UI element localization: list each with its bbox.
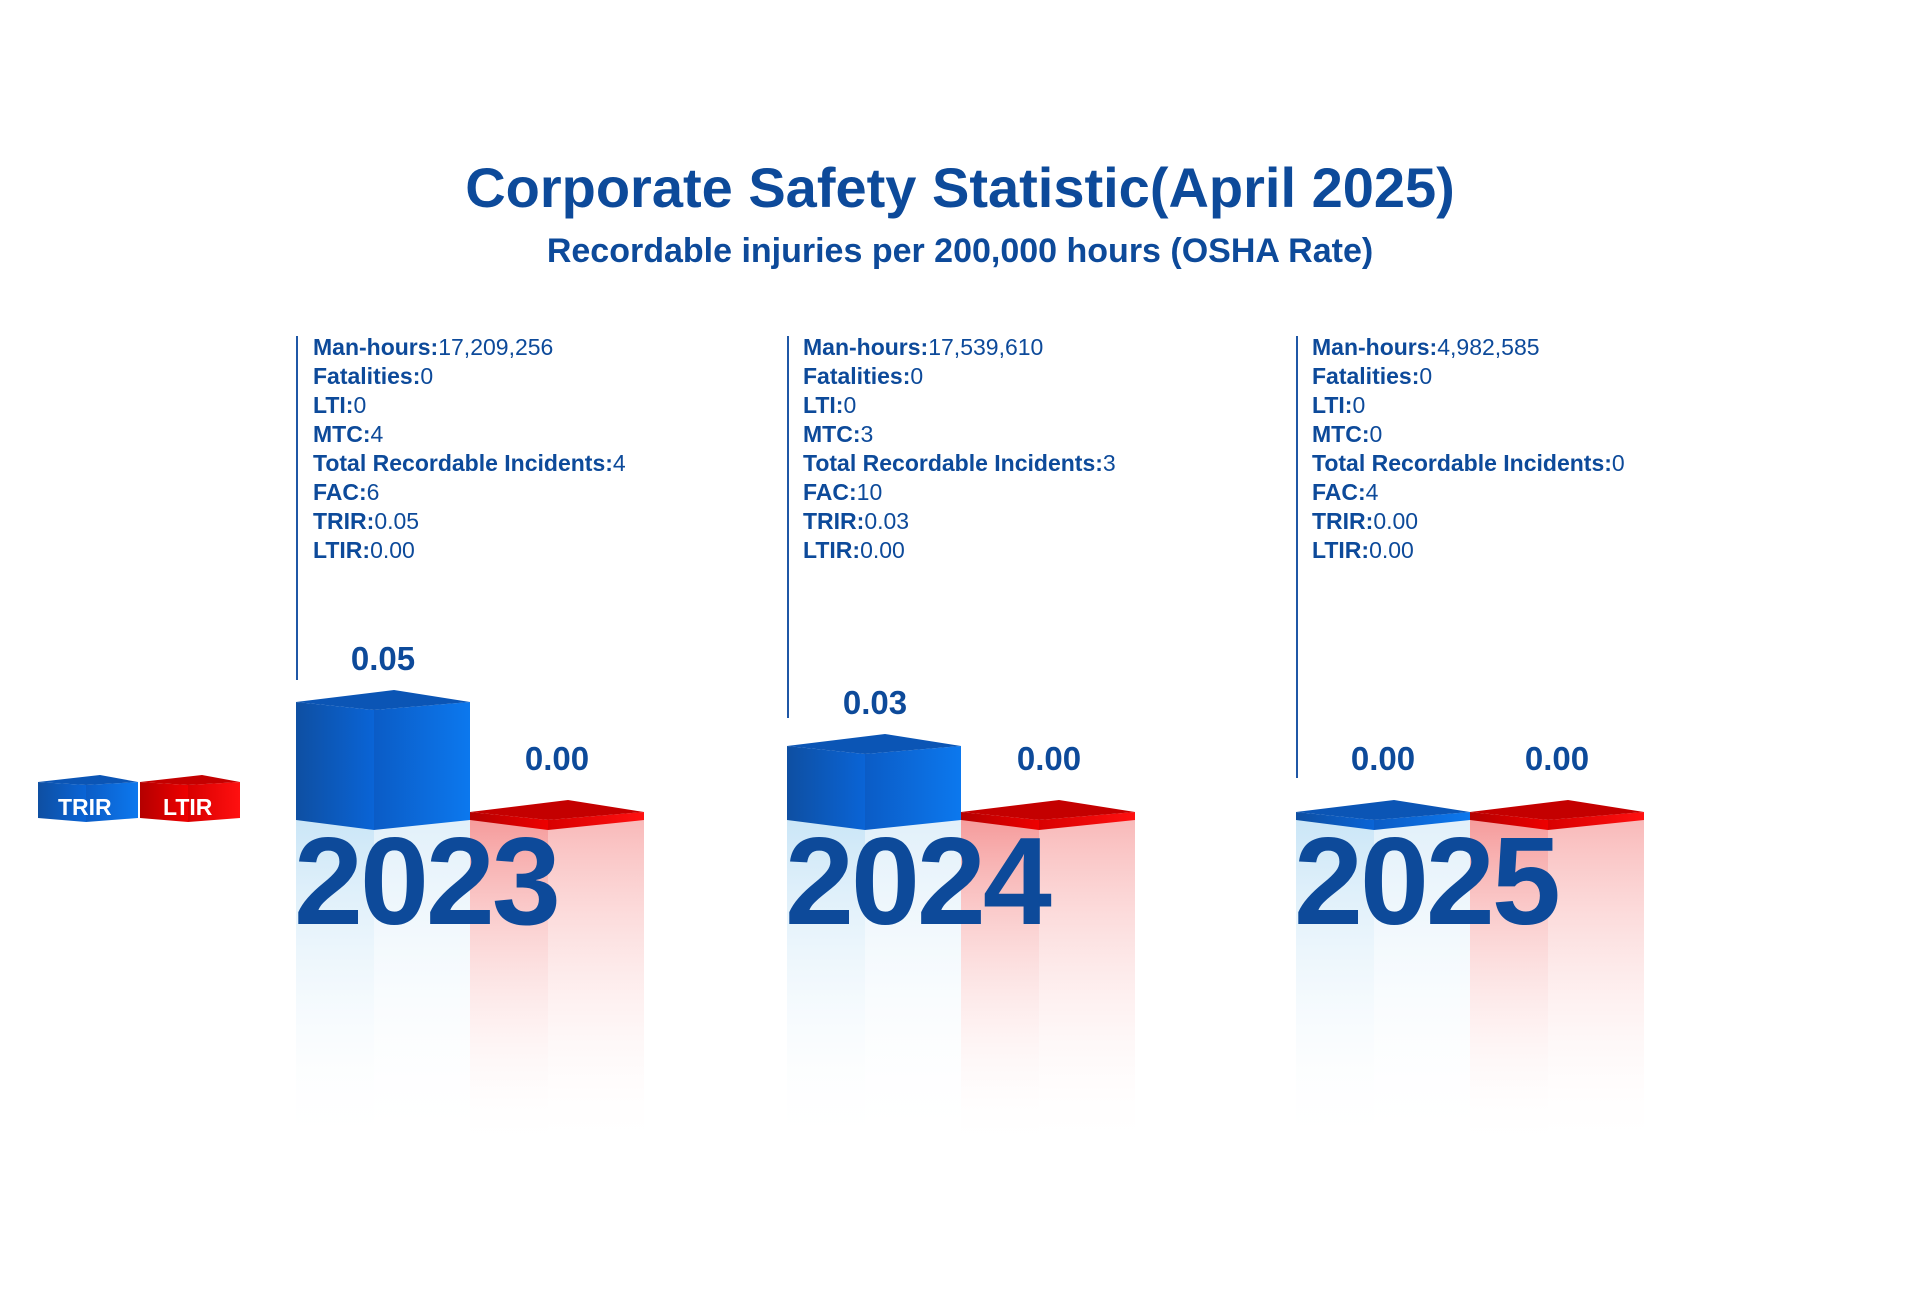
stats-panel: Man-hours:17,209,256 Fatalities:0 LTI:0 … <box>313 333 626 565</box>
stat-fac: FAC:4 <box>1312 479 1379 505</box>
stat-manhours: Man-hours:17,539,610 <box>803 334 1044 360</box>
stat-total-recordable: Total Recordable Incidents:3 <box>803 450 1116 476</box>
leader-line <box>787 336 789 718</box>
stats-panel: Man-hours:4,982,585 Fatalities:0 LTI:0 M… <box>1312 333 1625 565</box>
stat-lti: LTI:0 <box>313 392 367 418</box>
chart-subtitle: Recordable injuries per 200,000 hours (O… <box>546 232 1374 270</box>
stat-fatalities: Fatalities:0 <box>803 363 924 389</box>
stat-total-recordable: Total Recordable Incidents:4 <box>313 450 626 476</box>
stat-manhours: Man-hours:4,982,585 <box>1312 334 1540 360</box>
leader-line <box>296 336 298 680</box>
ltir-bar-2023 <box>470 800 644 1150</box>
stat-manhours: Man-hours:17,209,256 <box>313 334 554 360</box>
trir-bar-2025 <box>1296 800 1470 1150</box>
stat-fatalities: Fatalities:0 <box>1312 363 1433 389</box>
year-label: 2024 <box>785 813 1052 951</box>
stat-mtc: MTC:0 <box>1312 421 1383 447</box>
stat-trir: TRIR:0.03 <box>803 508 910 534</box>
stat-fatalities: Fatalities:0 <box>313 363 434 389</box>
trir-value-label: 0.03 <box>842 684 908 721</box>
legend-ltir-swatch <box>140 775 240 822</box>
trir-value-label: 0.00 <box>1350 740 1416 777</box>
stat-total-recordable: Total Recordable Incidents:0 <box>1312 450 1625 476</box>
legend-trir-label: TRIR <box>58 794 112 820</box>
legend-ltir-label: LTIR <box>163 794 213 820</box>
ltir-bar-2025 <box>1470 800 1644 1150</box>
legend-trir-swatch <box>38 775 138 822</box>
leader-line <box>1296 336 1298 778</box>
stat-ltir: LTIR:0.00 <box>1312 537 1414 563</box>
ltir-value-label: 0.00 <box>524 740 590 777</box>
year-label: 2023 <box>294 813 561 951</box>
stat-lti: LTI:0 <box>1312 392 1366 418</box>
stat-ltir: LTIR:0.00 <box>803 537 905 563</box>
stat-mtc: MTC:3 <box>803 421 874 447</box>
ltir-bar-2024 <box>961 800 1135 1150</box>
trir-bar-2023 <box>296 690 470 1150</box>
stats-panel: Man-hours:17,539,610 Fatalities:0 LTI:0 … <box>803 333 1116 565</box>
stat-lti: LTI:0 <box>803 392 857 418</box>
trir-bar-2024 <box>787 734 961 1150</box>
trir-value-label: 0.05 <box>350 640 416 677</box>
stat-fac: FAC:10 <box>803 479 883 505</box>
chart-title: Corporate Safety Statistic(April 2025) <box>465 156 1455 219</box>
ltir-value-label: 0.00 <box>1016 740 1082 777</box>
stat-mtc: MTC:4 <box>313 421 384 447</box>
stat-fac: FAC:6 <box>313 479 380 505</box>
stat-trir: TRIR:0.05 <box>313 508 420 534</box>
ltir-value-label: 0.00 <box>1524 740 1590 777</box>
stat-trir: TRIR:0.00 <box>1312 508 1419 534</box>
year-label: 2025 <box>1294 813 1561 951</box>
stat-ltir: LTIR:0.00 <box>313 537 415 563</box>
